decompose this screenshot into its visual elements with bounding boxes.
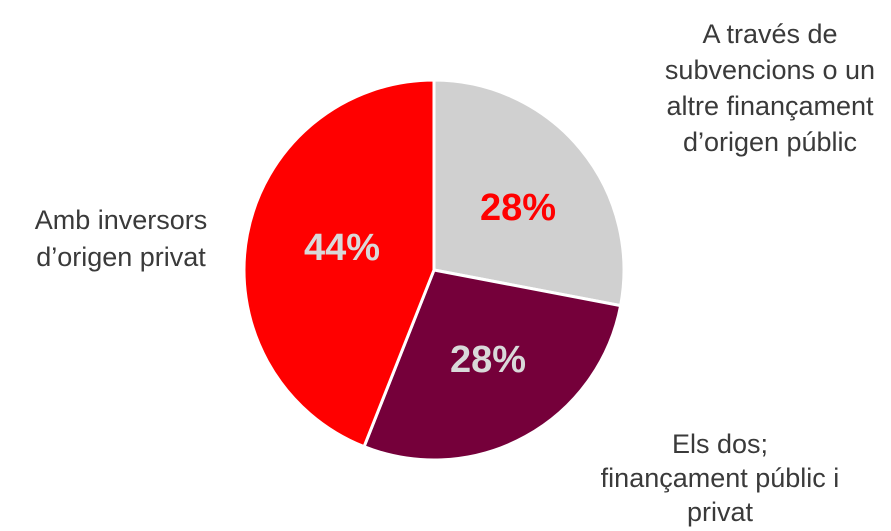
slice-category-label-1: Els dos; finançament públic i privat (601, 429, 840, 527)
slice-category-label-line: subvencions o un (665, 55, 875, 85)
slice-category-label-line: A través de (702, 19, 837, 49)
slice-value-label-1: 28% (450, 339, 526, 381)
slice-category-label-line: d’origen públic (683, 127, 857, 157)
pie-slice-1 (362, 268, 623, 462)
slice-category-label-line: Els dos; (672, 429, 768, 459)
slice-value-label-2: 44% (304, 227, 380, 269)
slice-category-label-0: A través de subvencions o un altre finança… (665, 19, 875, 157)
slice-category-label-line: Amb inversors (35, 205, 208, 235)
slice-category-label-2: Amb inversors d’origen privat (35, 205, 208, 272)
slice-category-label-line: altre finançament (666, 91, 874, 121)
slice-category-label-line: d’origen privat (36, 242, 206, 272)
slice-category-label-line: finançament públic i (601, 463, 840, 493)
slice-category-label-line: privat (687, 497, 754, 527)
slice-value-label-0: 28% (480, 187, 556, 229)
pie-slice-2 (242, 78, 436, 449)
pie-slice-0 (432, 78, 626, 308)
